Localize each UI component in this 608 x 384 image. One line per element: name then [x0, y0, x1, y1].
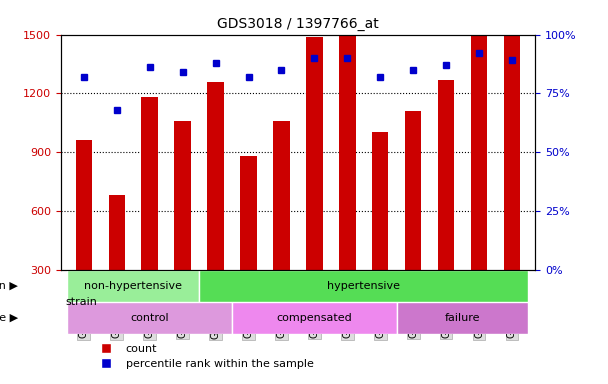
- Text: hypertensive: hypertensive: [327, 281, 400, 291]
- Bar: [396, 301, 528, 334]
- Text: compensated: compensated: [277, 313, 352, 323]
- Bar: [372, 132, 389, 270]
- Bar: [67, 301, 232, 334]
- Bar: [75, 199, 92, 328]
- Bar: [339, 33, 356, 270]
- Bar: [207, 81, 224, 270]
- Bar: [273, 179, 289, 328]
- Text: control: control: [130, 313, 169, 323]
- Bar: [174, 121, 191, 270]
- Text: disease state ▶: disease state ▶: [0, 313, 18, 323]
- Text: failure: failure: [445, 313, 480, 323]
- Legend: count, percentile rank within the sample: count, percentile rank within the sample: [90, 339, 318, 374]
- Bar: [273, 121, 289, 270]
- Bar: [405, 111, 421, 270]
- Text: strain ▶: strain ▶: [0, 281, 18, 291]
- Bar: [142, 156, 158, 328]
- Bar: [372, 191, 389, 328]
- Bar: [339, 91, 356, 328]
- Text: non-hypertensive: non-hypertensive: [85, 281, 182, 291]
- Bar: [75, 140, 92, 270]
- Bar: [306, 36, 323, 270]
- Bar: [504, 88, 520, 328]
- Bar: [240, 156, 257, 270]
- Text: GDS3018 / 1397766_at: GDS3018 / 1397766_at: [217, 17, 379, 31]
- Bar: [109, 195, 125, 270]
- Bar: [207, 140, 224, 328]
- Bar: [240, 215, 257, 328]
- Bar: [405, 170, 421, 328]
- Bar: [67, 270, 199, 301]
- Bar: [199, 270, 528, 301]
- Text: strain: strain: [66, 296, 97, 306]
- Bar: [471, 0, 487, 270]
- Bar: [504, 29, 520, 270]
- Bar: [232, 301, 396, 334]
- Bar: [109, 254, 125, 328]
- Bar: [306, 95, 323, 328]
- Bar: [438, 138, 454, 328]
- Bar: [142, 97, 158, 270]
- Bar: [438, 79, 454, 270]
- Bar: [471, 44, 487, 328]
- Bar: [174, 179, 191, 328]
